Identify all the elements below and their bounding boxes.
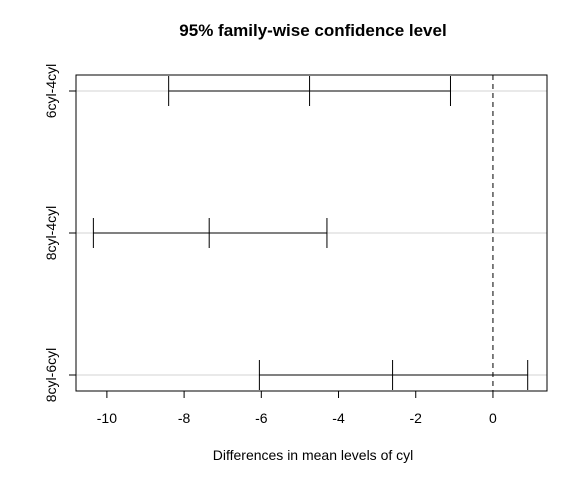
y-tick-label-8cyl-6cyl: 8cyl-6cyl [43,348,59,402]
x-tick-label--8: -8 [178,410,191,426]
x-tick-label-0: 0 [489,410,497,426]
chart-title: 95% family-wise confidence level [179,21,446,40]
y-tick-label-8cyl-4cyl: 8cyl-4cyl [43,206,59,260]
y-tick-label-6cyl-4cyl: 6cyl-4cyl [43,64,59,118]
x-tick-label--2: -2 [410,410,423,426]
plot-area: 6cyl-4cyl 8cyl-4cyl 8cyl-6cyl -10 -8 -6 -4 -2 0 [43,64,548,426]
x-axis-label: Differences in mean levels of cyl [213,447,414,463]
x-tick-label--4: -4 [332,410,345,426]
x-tick-label--6: -6 [255,410,268,426]
x-tick-label--10: -10 [97,410,117,426]
